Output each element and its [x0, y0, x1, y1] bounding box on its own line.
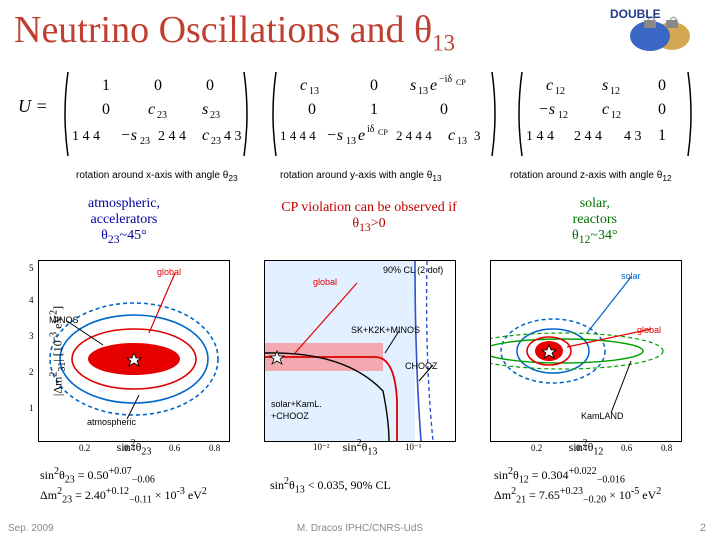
footer-author: M. Dracos IPHC/CNRS-UdS: [297, 523, 423, 534]
double-logo: DOUBLE: [600, 6, 710, 54]
svg-text:3: 3: [474, 128, 481, 143]
plot-theta23: global MINOS atmospheric sin2θ23 0.2 0.4…: [38, 260, 230, 442]
svg-text:23: 23: [157, 110, 167, 121]
svg-text:0: 0: [440, 101, 448, 118]
plot-theta13: global SK+K2K+MINOS CHOOZ solar+KamL. +C…: [264, 260, 456, 442]
matrix-1: 100 0c23s23 1 4 4−s232 4 4c234 3: [62, 68, 262, 160]
plot1-label-atm: atmospheric: [87, 417, 136, 427]
plot2-label-global: global: [313, 277, 337, 287]
footer-date: Sep. 2009: [8, 523, 54, 534]
svg-text:e: e: [358, 127, 365, 144]
res-th12a: sin2θ12 = 0.304+0.022−0.016: [494, 466, 625, 485]
svg-text:1: 1: [102, 77, 110, 94]
svg-text:c: c: [546, 77, 553, 94]
plot2-label-sk: SK+K2K+MINOS: [351, 325, 420, 335]
svg-text:2 4 4: 2 4 4: [574, 129, 602, 144]
footer-page: 2: [700, 522, 706, 534]
svg-text:12: 12: [558, 110, 568, 121]
svg-text:12: 12: [611, 110, 621, 121]
svg-text:12: 12: [610, 86, 620, 97]
svg-text:2 4 4: 2 4 4: [158, 129, 186, 144]
svg-text:CP: CP: [378, 128, 388, 137]
page-title: Neutrino Oscillations and θ13: [14, 8, 455, 57]
svg-text:12: 12: [555, 86, 565, 97]
section-atmospheric: atmospheric,acceleratorsθ23~45°: [88, 196, 160, 246]
svg-text:e: e: [430, 77, 437, 94]
plot2-label-cl: 90% CL (2 dof): [383, 265, 443, 275]
u-equals: U =: [18, 96, 48, 117]
svg-text:c: c: [202, 127, 209, 144]
section-cp: CP violation can be observed ifθ13>0: [254, 200, 484, 234]
svg-text:1 4 4 4: 1 4 4 4: [280, 128, 316, 143]
svg-text:c: c: [300, 77, 307, 94]
rot-caption-1: rotation around x-axis with angle θ23: [76, 170, 238, 183]
matrix-row: U = 100 0c23s23 1 4 4−s232 4 4c234 3 c13…: [18, 60, 702, 160]
svg-text:0: 0: [206, 77, 214, 94]
res-th23b: Δm223 = 2.40+0.12−0.11 × 10-3 eV2: [40, 486, 207, 505]
svg-text:4 3: 4 3: [624, 129, 642, 144]
svg-text:23: 23: [210, 110, 220, 121]
svg-text:−s: −s: [538, 101, 555, 118]
svg-text:13: 13: [457, 136, 467, 147]
plot2-label-solar1: solar+KamL.: [271, 399, 322, 409]
svg-text:1: 1: [658, 127, 666, 144]
svg-text:13: 13: [309, 86, 319, 97]
section-solar: solar,reactorsθ12~34°: [572, 196, 618, 246]
svg-text:0: 0: [658, 101, 666, 118]
svg-text:s: s: [410, 77, 416, 94]
svg-text:s: s: [602, 77, 608, 94]
plot1-ylabel: |Δm231| [10-3 eV2]: [48, 306, 67, 396]
svg-text:0: 0: [154, 77, 162, 94]
svg-text:1 4 4: 1 4 4: [526, 129, 554, 144]
svg-text:c: c: [602, 101, 609, 118]
svg-text:0: 0: [370, 77, 378, 94]
svg-text:c: c: [448, 127, 455, 144]
plot3-label-global: global: [637, 325, 661, 335]
svg-text:23: 23: [211, 136, 221, 147]
svg-text:DOUBLE: DOUBLE: [610, 7, 661, 21]
res-th23a: sin2θ23 = 0.50+0.07−0.06: [40, 466, 155, 485]
svg-text:−s: −s: [120, 127, 137, 144]
plot-theta12: solar global KamLAND sin2θ12 0.2 0.4 0.6…: [490, 260, 682, 442]
svg-text:0: 0: [658, 77, 666, 94]
res-th13: sin2θ13 < 0.035, 90% CL: [270, 476, 391, 495]
svg-text:s: s: [202, 101, 208, 118]
svg-text:23: 23: [140, 136, 150, 147]
svg-text:13: 13: [346, 136, 356, 147]
svg-text:1 4 4: 1 4 4: [72, 129, 100, 144]
plot2-label-solar2: +CHOOZ: [271, 411, 309, 421]
plot3-label-kam: KamLAND: [581, 411, 624, 421]
svg-text:0: 0: [102, 101, 110, 118]
svg-text:13: 13: [418, 86, 428, 97]
plot1-label-global: global: [157, 267, 181, 277]
svg-text:2 4 4 4: 2 4 4 4: [396, 128, 432, 143]
svg-text:−s: −s: [326, 127, 343, 144]
svg-text:c: c: [148, 101, 155, 118]
svg-text:CP: CP: [456, 78, 466, 87]
svg-text:4 3: 4 3: [224, 129, 242, 144]
svg-text:0: 0: [308, 101, 316, 118]
svg-text:−iδ: −iδ: [439, 74, 452, 85]
svg-text:1: 1: [370, 101, 378, 118]
svg-text:iδ: iδ: [367, 124, 375, 135]
rot-caption-3: rotation around z-axis with angle θ12: [510, 170, 672, 183]
rot-caption-2: rotation around y-axis with angle θ13: [280, 170, 442, 183]
matrix-3: c12 s12 0 −s12 c12 0 1 4 42 4 44 3 1: [516, 68, 702, 160]
matrix-2: c13 0 s13e−iδCP 010 1 4 4 4 −s13eiδCP 2 …: [270, 68, 506, 160]
plot2-xlabel: sin2θ13: [343, 438, 378, 457]
res-th12b: Δm221 = 7.65+0.23−0.20 × 10-5 eV2: [494, 486, 661, 505]
plot2-label-chooz: CHOOZ: [405, 361, 438, 371]
plot3-label-solar: solar: [621, 271, 641, 281]
